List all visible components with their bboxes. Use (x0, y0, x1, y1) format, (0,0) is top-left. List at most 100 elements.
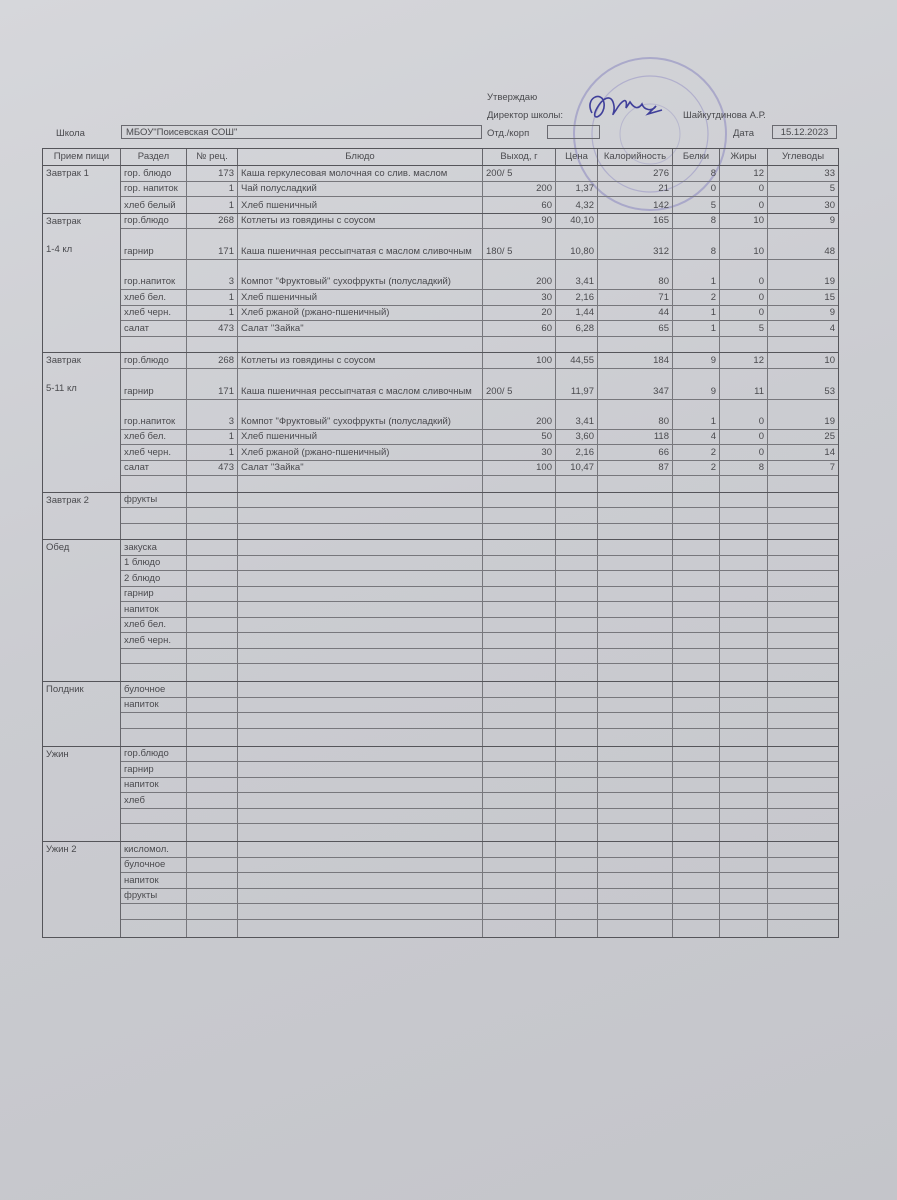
yield-cell (483, 476, 556, 492)
calories-cell (598, 602, 673, 617)
dish-cell (238, 602, 483, 617)
price-cell (556, 648, 598, 663)
price-cell (556, 777, 598, 792)
yield-cell (483, 602, 556, 617)
section-cell: хлеб черн. (121, 445, 187, 460)
recipe-no-cell (187, 540, 238, 555)
fat-cell (720, 857, 768, 872)
fat-cell (720, 919, 768, 937)
section-cell (121, 713, 187, 728)
recipe-no-cell (187, 857, 238, 872)
recipe-no-cell (187, 697, 238, 712)
dish-cell (238, 762, 483, 777)
fat-cell (720, 697, 768, 712)
fat-cell: 12 (720, 166, 768, 181)
fat-cell (720, 586, 768, 601)
calories-cell (598, 873, 673, 888)
calories-cell (598, 697, 673, 712)
menu-table: Прием пищи Раздел № рец. Блюдо Выход, г Цена К… (42, 148, 839, 938)
carbs-cell: 30 (824, 199, 835, 211)
meal-group: Завтрак 1-4 кл гор.блюдо 268 Котлеты из говя… (43, 213, 838, 353)
calories-cell (598, 728, 673, 746)
fat-cell: 10 (720, 213, 768, 228)
protein-cell: 2 (673, 445, 720, 460)
protein-cell (673, 746, 720, 761)
carbs-cell (768, 904, 838, 919)
protein-cell: 2 (673, 290, 720, 305)
table-row: гор.напиток 3 Компот "Фруктовый" сухофрукт… (121, 260, 838, 290)
calories-cell: 312 (598, 229, 673, 259)
table-row: гор.блюдо 268 Котлеты из говядины с соусом… (121, 213, 838, 229)
meal-cell: Завтрак 1 (43, 166, 121, 213)
carbs-cell (768, 664, 838, 681)
fat-cell: 5 (720, 321, 768, 336)
section-cell: салат (121, 321, 187, 336)
price-cell (556, 166, 598, 181)
yield-cell: 200 (483, 260, 556, 289)
price-cell (556, 919, 598, 937)
protein-cell (673, 682, 720, 697)
table-row: гор. напиток 1 Чай полусладкий 200 1,37 21 0 0 5 (121, 181, 838, 197)
dish-cell (238, 746, 483, 761)
carbs-cell: 4 (829, 322, 835, 334)
yield-cell (483, 857, 556, 872)
table-row (121, 713, 838, 729)
dish-cell: Котлеты из говядины с соусом (238, 213, 483, 228)
carbs-cell (768, 824, 838, 841)
carbs-cell (768, 649, 838, 664)
price-cell: 3,41 (556, 399, 598, 429)
dish-cell (238, 793, 483, 808)
dish-cell (238, 617, 483, 632)
dish-cell: Хлеб ржаной (ржано-пшеничный) (238, 305, 483, 320)
recipe-no-cell: 1 (187, 445, 238, 460)
price-cell: 3,41 (556, 260, 598, 289)
calories-cell (598, 888, 673, 903)
fat-cell (720, 602, 768, 617)
section-cell: гарнир (121, 368, 187, 399)
section-cell: гор.напиток (121, 260, 187, 289)
price-cell (556, 523, 598, 539)
section-cell: кисломол. (121, 842, 187, 857)
calories-cell: 276 (598, 166, 673, 181)
recipe-no-cell: 473 (187, 460, 238, 475)
dish-cell (238, 713, 483, 728)
dish-cell: Каша пшеничная рессыпчатая с маслом слив… (238, 229, 483, 259)
fat-cell: 12 (720, 353, 768, 368)
dish-cell (238, 857, 483, 872)
fat-cell (720, 842, 768, 857)
carbs-cell (768, 476, 838, 492)
calories-cell (598, 682, 673, 697)
table-row (121, 336, 838, 352)
carbs-cell (768, 713, 838, 728)
recipe-no-cell (187, 336, 238, 352)
fat-cell (720, 571, 768, 586)
yield-cell (483, 873, 556, 888)
fat-cell (720, 508, 768, 523)
meal-label: Ужин (46, 748, 69, 760)
yield-cell (483, 728, 556, 746)
fat-cell: 10 (720, 229, 768, 259)
table-row (121, 508, 838, 524)
column-header: № рец. (187, 149, 238, 165)
yield-cell (483, 555, 556, 570)
price-cell (556, 571, 598, 586)
price-cell (556, 682, 598, 697)
carbs-cell: 48 (824, 246, 835, 257)
section-cell: гор.блюдо (121, 213, 187, 228)
recipe-no-cell: 171 (187, 368, 238, 399)
table-header: Прием пищи Раздел № рец. Блюдо Выход, г Цена К… (43, 149, 838, 166)
carbs-cell (768, 618, 838, 633)
meal-group: Полдник булочное напиток (43, 682, 838, 747)
dish-cell (238, 824, 483, 841)
fat-cell (720, 523, 768, 539)
protein-cell: 1 (673, 305, 720, 320)
recipe-no-cell (187, 904, 238, 919)
fat-cell: 0 (720, 181, 768, 196)
price-cell (556, 762, 598, 777)
carbs-cell (768, 682, 838, 697)
protein-cell (673, 492, 720, 507)
calories-cell (598, 777, 673, 792)
meal-label: 5-11 кл (46, 383, 77, 394)
calories-cell (598, 808, 673, 823)
table-row (121, 824, 838, 841)
